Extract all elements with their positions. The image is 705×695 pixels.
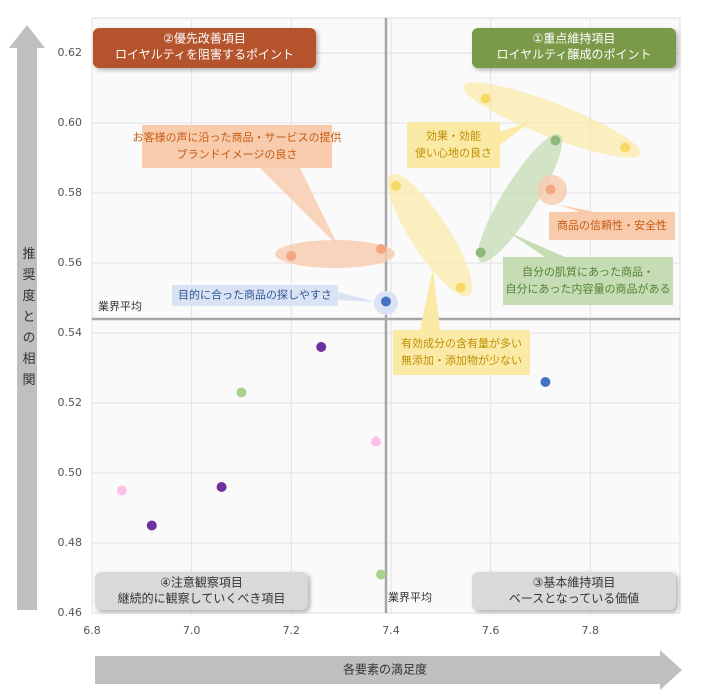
x-tick-label: 7.4 (382, 624, 400, 637)
point (376, 244, 387, 254)
point (286, 251, 297, 261)
point (146, 520, 157, 531)
point (475, 247, 486, 258)
quadrant-label: ②優先改善項目 (163, 31, 246, 46)
quadrant-label: ③基本維持項目 (533, 575, 616, 590)
point (455, 282, 466, 293)
y-axis-title: 推奨度との相関 (20, 247, 36, 394)
point (480, 93, 491, 104)
point (316, 342, 327, 352)
callout-label: 目的に合った商品の探しやすさ (178, 288, 332, 302)
x-tick-label: 7.8 (582, 624, 600, 637)
quadrant-label: ベースとなっている価値 (509, 591, 639, 606)
quadrant-box (472, 572, 676, 610)
average-label: 業界平均 (98, 300, 142, 313)
callout-box (393, 330, 530, 375)
y-tick-label: 0.50 (58, 466, 83, 479)
quadrant-label: ①重点維持項目 (533, 31, 616, 46)
quadrant-label: 継続的に観察していくべき項目 (118, 591, 286, 606)
annotation-shapes (260, 82, 641, 330)
point (620, 142, 631, 153)
callout-label: 有効成分の含有量が多い (401, 336, 522, 350)
y-tick-label: 0.58 (58, 186, 83, 199)
y-tick-label: 0.62 (58, 46, 83, 59)
x-axis-title: 各要素の満足度 (343, 662, 427, 677)
callout-box (503, 257, 673, 305)
x-tick-label: 7.2 (283, 624, 301, 637)
quadrant-box (472, 28, 676, 68)
quadrant-label: ロイヤルティ醸成のポイント (497, 48, 652, 62)
callout-box (142, 125, 332, 168)
y-tick-label: 0.46 (58, 606, 83, 619)
point (550, 135, 561, 146)
callout-label: 自分の肌質にあった商品・ (522, 265, 654, 279)
x-tick-label: 6.8 (83, 624, 101, 637)
y-tick-label: 0.60 (58, 116, 83, 129)
callout-label: ブランドイメージの良さ (177, 147, 298, 161)
y-axis-arrow (9, 25, 45, 610)
point (540, 377, 551, 387)
y-tick-label: 0.52 (58, 396, 83, 409)
quadrant-box (93, 28, 316, 68)
callout-label: 無添加・添加物が少ない (401, 353, 522, 367)
callout-box (407, 122, 500, 168)
callout-label: お客様の声に沿った商品・サービスの提供 (133, 130, 342, 144)
callout-label: 効果・効能 (426, 129, 481, 143)
callout-box (172, 285, 338, 306)
quadrant-label: ロイヤルティを阻害するポイント (115, 47, 294, 62)
quadrant-label: ④注意観察項目 (160, 575, 243, 590)
callout-label: 自分にあった内容量の商品がある (506, 282, 671, 296)
point (545, 184, 556, 195)
callout-label: 使い心地の良さ (415, 146, 492, 160)
y-tick-label: 0.54 (58, 326, 83, 339)
x-tick-label: 7.6 (482, 624, 500, 637)
point (236, 387, 247, 398)
y-tick-label: 0.56 (58, 256, 83, 269)
x-axis-arrow (95, 650, 682, 690)
quadrant-box (95, 572, 308, 610)
callout-label: 商品の信頼性・安全性 (557, 218, 667, 232)
point (381, 296, 391, 307)
x-tick-label: 7.0 (183, 624, 201, 637)
point (216, 482, 227, 492)
point (390, 181, 401, 191)
average-label: 業界平均 (388, 591, 432, 604)
point (371, 436, 382, 447)
y-tick-label: 0.48 (58, 536, 83, 549)
point (376, 569, 387, 580)
point (116, 485, 127, 496)
callout-box (549, 212, 675, 240)
